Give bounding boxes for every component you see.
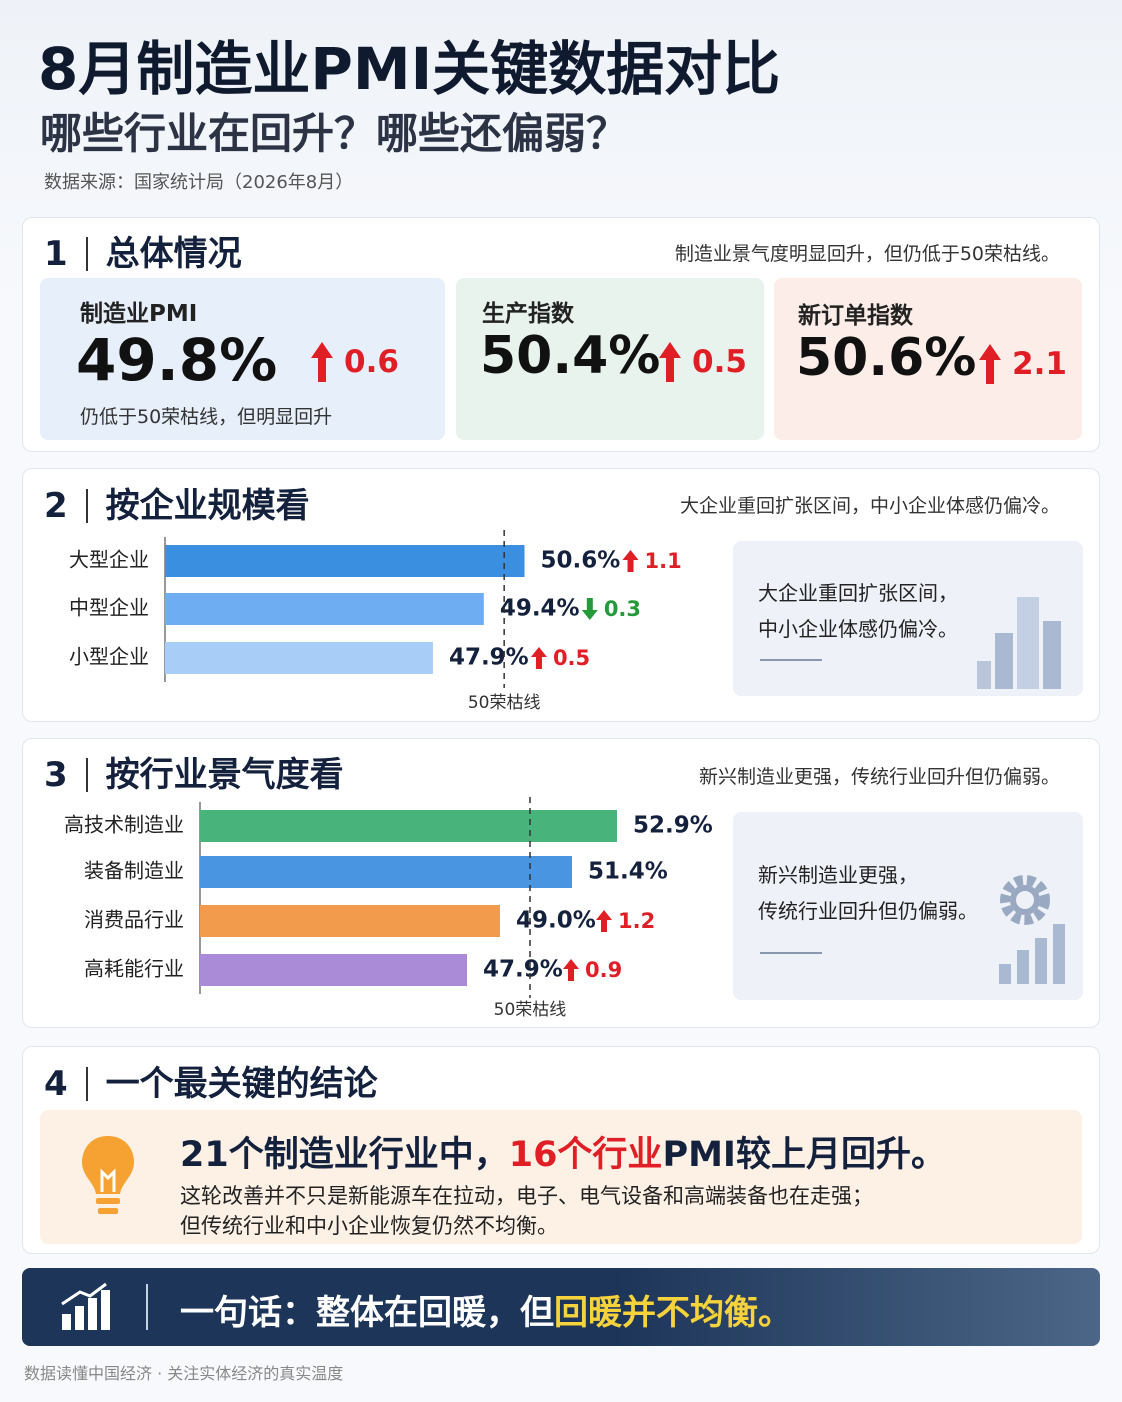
change-label: 1.1: [645, 549, 682, 573]
source: 数据来源：国家统计局（2026年8月）: [44, 172, 354, 193]
conclusion-card: 21个制造业行业中，16个行业PMI较上月回升。 这轮改善并不只是新能源车在拉动…: [40, 1110, 1082, 1244]
section-heading: 2 按企业规模看: [44, 478, 310, 527]
change-label: 0.9: [585, 958, 622, 982]
gear-chart-icon: [999, 875, 1065, 984]
bar: [200, 810, 617, 842]
section-title: 总体情况: [105, 234, 242, 274]
value-label: 52.9%: [633, 813, 713, 839]
change-label: 0.5: [553, 646, 590, 670]
kpi-label: 新订单指数: [798, 303, 913, 329]
building-icon: [977, 597, 1061, 689]
bar: [200, 954, 467, 986]
change-arrow: [581, 598, 598, 620]
section-heading: 3 按行业景气度看: [44, 747, 344, 796]
up-arrow: [659, 342, 681, 382]
body-text: 但传统行业和中小企业恢复仍然不均衡。: [180, 1214, 558, 1238]
category-label: 高技术制造业: [64, 813, 184, 837]
bar: [165, 545, 525, 577]
section-title: 一个最关键的结论: [105, 1064, 378, 1104]
value-label: 51.4%: [588, 859, 668, 885]
bar: [200, 905, 500, 937]
threshold-label: 50荣枯线: [494, 1000, 567, 1020]
value-label: 50.6%: [541, 548, 621, 574]
bar: [165, 593, 484, 625]
section-number: 3: [44, 755, 68, 795]
change-label: 0.3: [604, 597, 641, 621]
kpi-value: 50.6%: [796, 328, 977, 388]
section-title: 按企业规模看: [105, 486, 310, 526]
section-number: 2: [44, 486, 68, 526]
threshold-label: 50荣枯线: [468, 693, 541, 713]
value-label: 47.9%: [449, 645, 529, 671]
value-label: 49.0%: [516, 908, 596, 934]
side-note: 大企业重回扩张区间，: [758, 581, 958, 605]
kpi-card: 新订单指数 50.6% 2.1: [774, 278, 1082, 440]
category-label: 小型企业: [69, 645, 149, 669]
section-note: 制造业景气度明显回升，但仍低于50荣枯线。: [674, 243, 1060, 265]
kpi-note: 仍低于50荣枯线，但明显回升: [80, 406, 333, 428]
title: 8月制造业PMI关键数据对比: [38, 35, 781, 103]
section-number: 1: [44, 234, 68, 274]
kpi-value: 49.8%: [76, 326, 278, 394]
kpi-value: 50.4%: [480, 326, 661, 386]
footer: 数据读懂中国经济 · 关注实体经济的真实温度: [24, 1364, 344, 1383]
change-arrow: [622, 550, 639, 572]
kpi-change: 0.6: [344, 344, 399, 380]
side-note: 新兴制造业更强，: [758, 863, 918, 887]
category-label: 消费品行业: [84, 908, 184, 932]
divider: [760, 952, 822, 954]
value-label: 47.9%: [483, 957, 563, 983]
divider: [760, 659, 822, 661]
side-note: 中小企业体感仍偏冷。: [758, 617, 958, 641]
section-number: 4: [44, 1064, 68, 1104]
section-heading: 1 总体情况: [44, 226, 242, 275]
category-label: 高耗能行业: [84, 957, 184, 981]
headline-text: PMI较上月回升。: [662, 1135, 946, 1175]
kpi-card: 制造业PMI 49.8% 0.6 仍低于50荣枯线，但明显回升: [40, 278, 445, 440]
chart-icon: [61, 1282, 110, 1330]
kpi-label: 制造业PMI: [80, 301, 198, 327]
side-note: 传统行业回升但仍偏弱。: [758, 899, 978, 923]
up-arrow: [979, 344, 1001, 384]
change-arrow: [563, 959, 579, 981]
subtitle: 哪些行业在回升？哪些还偏弱？: [40, 109, 629, 158]
side-card: 新兴制造业更强， 传统行业回升但仍偏弱。: [733, 812, 1083, 1000]
change-label: 1.2: [618, 909, 655, 933]
change-arrow: [596, 910, 612, 932]
banner-highlight: 回暖并不均衡。: [554, 1293, 792, 1333]
bulb-icon: [82, 1136, 134, 1214]
headline-text: 21个制造业行业中，: [180, 1135, 509, 1175]
kpi-card: 生产指数 50.4% 0.5: [456, 278, 764, 440]
category-label: 中型企业: [69, 596, 149, 620]
section-note: 新兴制造业更强，传统行业回升但仍偏弱。: [698, 766, 1060, 788]
banner-main: 一句话：整体在回暖，但: [180, 1293, 554, 1333]
kpi-change: 2.1: [1012, 346, 1067, 382]
banner-text: 一句话：整体在回暖，但回暖并不均衡。: [180, 1285, 792, 1334]
value-label: 49.4%: [500, 596, 580, 622]
section-title: 按行业景气度看: [105, 755, 344, 795]
section-note: 大企业重回扩张区间，中小企业体感仍偏冷。: [679, 495, 1060, 517]
category-label: 大型企业: [69, 548, 149, 572]
headline-highlight: 16个行业: [508, 1135, 663, 1175]
divider: [146, 1284, 148, 1330]
body-text: 这轮改善并不只是新能源车在拉动，电子、电气设备和高端装备也在走强；: [180, 1184, 873, 1208]
bar: [200, 856, 572, 888]
headline: 21个制造业行业中，16个行业PMI较上月回升。: [180, 1126, 946, 1177]
kpi-label: 生产指数: [482, 301, 574, 327]
kpi-change: 0.5: [692, 344, 747, 380]
section-heading: 4 一个最关键的结论: [44, 1056, 378, 1105]
side-card: 大企业重回扩张区间， 中小企业体感仍偏冷。: [733, 541, 1083, 696]
bar: [165, 642, 433, 674]
change-arrow: [530, 647, 547, 669]
up-arrow: [311, 342, 333, 382]
category-label: 装备制造业: [84, 859, 184, 883]
banner: 一句话：整体在回暖，但回暖并不均衡。: [22, 1268, 1100, 1346]
